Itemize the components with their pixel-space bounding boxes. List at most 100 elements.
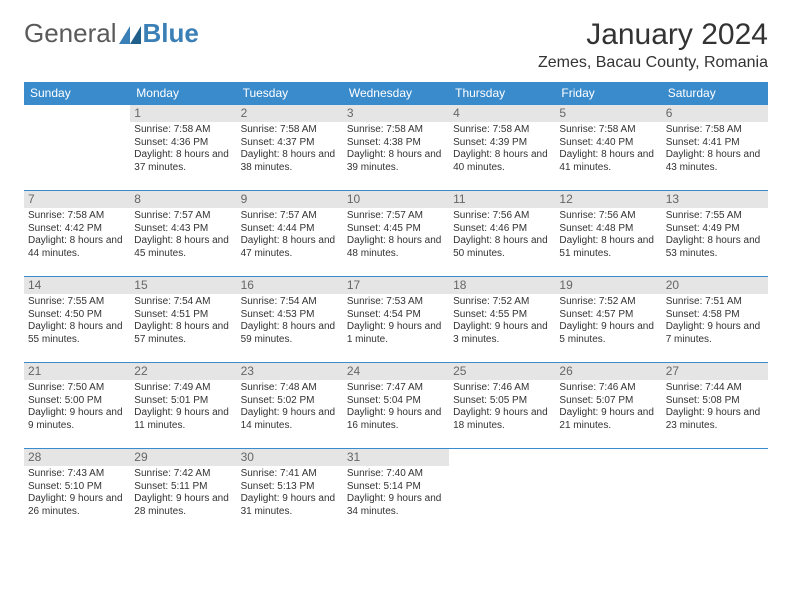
calendar-day-cell: 7Sunrise: 7:58 AMSunset: 4:42 PMDaylight…: [24, 191, 130, 277]
calendar-day-cell: 29Sunrise: 7:42 AMSunset: 5:11 PMDayligh…: [130, 449, 236, 535]
sunrise-text: Sunrise: 7:57 AM: [347, 210, 445, 223]
sunrise-text: Sunrise: 7:52 AM: [559, 296, 657, 309]
sunrise-text: Sunrise: 7:58 AM: [28, 210, 126, 223]
sunrise-text: Sunrise: 7:56 AM: [453, 210, 551, 223]
day-number: 20: [662, 277, 768, 294]
calendar-day-cell: [555, 449, 661, 535]
calendar-week-row: 1Sunrise: 7:58 AMSunset: 4:36 PMDaylight…: [24, 105, 768, 191]
sunset-text: Sunset: 5:08 PM: [666, 395, 764, 408]
daylight-text: Daylight: 9 hours and 31 minutes.: [241, 493, 339, 518]
day-number: 28: [24, 449, 130, 466]
day-number: 12: [555, 191, 661, 208]
sunset-text: Sunset: 4:54 PM: [347, 309, 445, 322]
sunset-text: Sunset: 4:58 PM: [666, 309, 764, 322]
sunset-text: Sunset: 4:53 PM: [241, 309, 339, 322]
calendar-day-cell: 4Sunrise: 7:58 AMSunset: 4:39 PMDaylight…: [449, 105, 555, 191]
sunset-text: Sunset: 4:48 PM: [559, 223, 657, 236]
sunrise-text: Sunrise: 7:51 AM: [666, 296, 764, 309]
daylight-text: Daylight: 9 hours and 3 minutes.: [453, 321, 551, 346]
sunset-text: Sunset: 5:10 PM: [28, 481, 126, 494]
sunset-text: Sunset: 4:38 PM: [347, 137, 445, 150]
daylight-text: Daylight: 8 hours and 48 minutes.: [347, 235, 445, 260]
calendar-day-cell: 14Sunrise: 7:55 AMSunset: 4:50 PMDayligh…: [24, 277, 130, 363]
daylight-text: Daylight: 8 hours and 45 minutes.: [134, 235, 232, 260]
daylight-text: Daylight: 9 hours and 11 minutes.: [134, 407, 232, 432]
day-number: 22: [130, 363, 236, 380]
daylight-text: Daylight: 9 hours and 21 minutes.: [559, 407, 657, 432]
sunrise-text: Sunrise: 7:41 AM: [241, 468, 339, 481]
weekday-header: Sunday: [24, 82, 130, 105]
sunset-text: Sunset: 4:46 PM: [453, 223, 551, 236]
calendar-week-row: 7 Sunrise: 7:58 AMSunset: 4:42 PM Daylight…: [24, 191, 768, 277]
day-number: 25: [449, 363, 555, 380]
sunset-text: Sunset: 4:41 PM: [666, 137, 764, 150]
calendar-body: 1Sunrise: 7:58 AMSunset: 4:36 PMDaylight…: [24, 105, 768, 535]
daylight-text: Daylight: 8 hours and 59 minutes.: [241, 321, 339, 346]
sunset-text: Sunset: 5:00 PM: [28, 395, 126, 408]
calendar-day-cell: 17Sunrise: 7:53 AMSunset: 4:54 PMDayligh…: [343, 277, 449, 363]
sunrise-text: Sunrise: 7:46 AM: [559, 382, 657, 395]
sunrise-text: Sunrise: 7:43 AM: [28, 468, 126, 481]
daylight-text: Daylight: 8 hours and 39 minutes.: [347, 149, 445, 174]
title-block: January 2024 Zemes, Bacau County, Romani…: [538, 18, 768, 72]
daylight-text: Daylight: 8 hours and 51 minutes.: [559, 235, 657, 260]
calendar-day-cell: [24, 105, 130, 191]
sunrise-text: Sunrise: 7:46 AM: [453, 382, 551, 395]
weekday-header: Monday: [130, 82, 236, 105]
sunset-text: Sunset: 4:51 PM: [134, 309, 232, 322]
day-number: 7: [24, 191, 130, 208]
daylight-text: Daylight: 8 hours and 38 minutes.: [241, 149, 339, 174]
calendar-day-cell: 13Sunrise: 7:55 AMSunset: 4:49 PMDayligh…: [662, 191, 768, 277]
calendar-day-cell: 30Sunrise: 7:41 AMSunset: 5:13 PMDayligh…: [237, 449, 343, 535]
day-number: 10: [343, 191, 449, 208]
calendar-table: Sunday Monday Tuesday Wednesday Thursday…: [24, 82, 768, 535]
sunrise-text: Sunrise: 7:52 AM: [453, 296, 551, 309]
day-number: 8: [130, 191, 236, 208]
sunrise-text: Sunrise: 7:54 AM: [241, 296, 339, 309]
sunrise-text: Sunrise: 7:42 AM: [134, 468, 232, 481]
calendar-day-cell: 3 Sunrise: 7:58 AMSunset: 4:38 PMDaylight…: [343, 105, 449, 191]
daylight-text: Daylight: 9 hours and 16 minutes.: [347, 407, 445, 432]
weekday-header: Tuesday: [237, 82, 343, 105]
day-number: 3: [343, 105, 449, 122]
logo-text-blue: Blue: [143, 18, 199, 49]
daylight-text: Daylight: 9 hours and 34 minutes.: [347, 493, 445, 518]
daylight-text: Daylight: 8 hours and 55 minutes.: [28, 321, 126, 346]
daylight-text: Daylight: 9 hours and 9 minutes.: [28, 407, 126, 432]
sunset-text: Sunset: 5:02 PM: [241, 395, 339, 408]
calendar-day-cell: 28Sunrise: 7:43 AMSunset: 5:10 PMDayligh…: [24, 449, 130, 535]
calendar-day-cell: 9Sunrise: 7:57 AMSunset: 4:44 PMDaylight…: [237, 191, 343, 277]
day-number: 5: [555, 105, 661, 122]
sunset-text: Sunset: 4:55 PM: [453, 309, 551, 322]
day-number: 18: [449, 277, 555, 294]
calendar-day-cell: [662, 449, 768, 535]
day-number: 13: [662, 191, 768, 208]
location-text: Zemes, Bacau County, Romania: [538, 54, 768, 72]
sunset-text: Sunset: 4:50 PM: [28, 309, 126, 322]
daylight-text: Daylight: 9 hours and 7 minutes.: [666, 321, 764, 346]
sunset-text: Sunset: 5:07 PM: [559, 395, 657, 408]
weekday-header: Saturday: [662, 82, 768, 105]
sunrise-text: Sunrise: 7:58 AM: [347, 124, 445, 137]
calendar-day-cell: 31Sunrise: 7:40 AMSunset: 5:14 PMDayligh…: [343, 449, 449, 535]
day-number: 30: [237, 449, 343, 466]
sunrise-text: Sunrise: 7:55 AM: [28, 296, 126, 309]
sunset-text: Sunset: 4:42 PM: [28, 223, 126, 236]
sunrise-text: Sunrise: 7:40 AM: [347, 468, 445, 481]
day-number: 19: [555, 277, 661, 294]
day-number: 31: [343, 449, 449, 466]
logo-text-general: General: [24, 18, 117, 49]
header: General Blue January 2024 Zemes, Bacau C…: [24, 18, 768, 72]
day-number: [449, 449, 555, 451]
calendar-day-cell: 25Sunrise: 7:46 AMSunset: 5:05 PMDayligh…: [449, 363, 555, 449]
calendar-day-cell: 24Sunrise: 7:47 AMSunset: 5:04 PMDayligh…: [343, 363, 449, 449]
daylight-text: Daylight: 8 hours and 53 minutes.: [666, 235, 764, 260]
day-number: [555, 449, 661, 451]
calendar-day-cell: 16Sunrise: 7:54 AMSunset: 4:53 PMDayligh…: [237, 277, 343, 363]
day-number: 9: [237, 191, 343, 208]
weekday-header-row: Sunday Monday Tuesday Wednesday Thursday…: [24, 82, 768, 105]
weekday-header: Friday: [555, 82, 661, 105]
sunrise-text: Sunrise: 7:58 AM: [453, 124, 551, 137]
day-number: 15: [130, 277, 236, 294]
sunrise-text: Sunrise: 7:49 AM: [134, 382, 232, 395]
